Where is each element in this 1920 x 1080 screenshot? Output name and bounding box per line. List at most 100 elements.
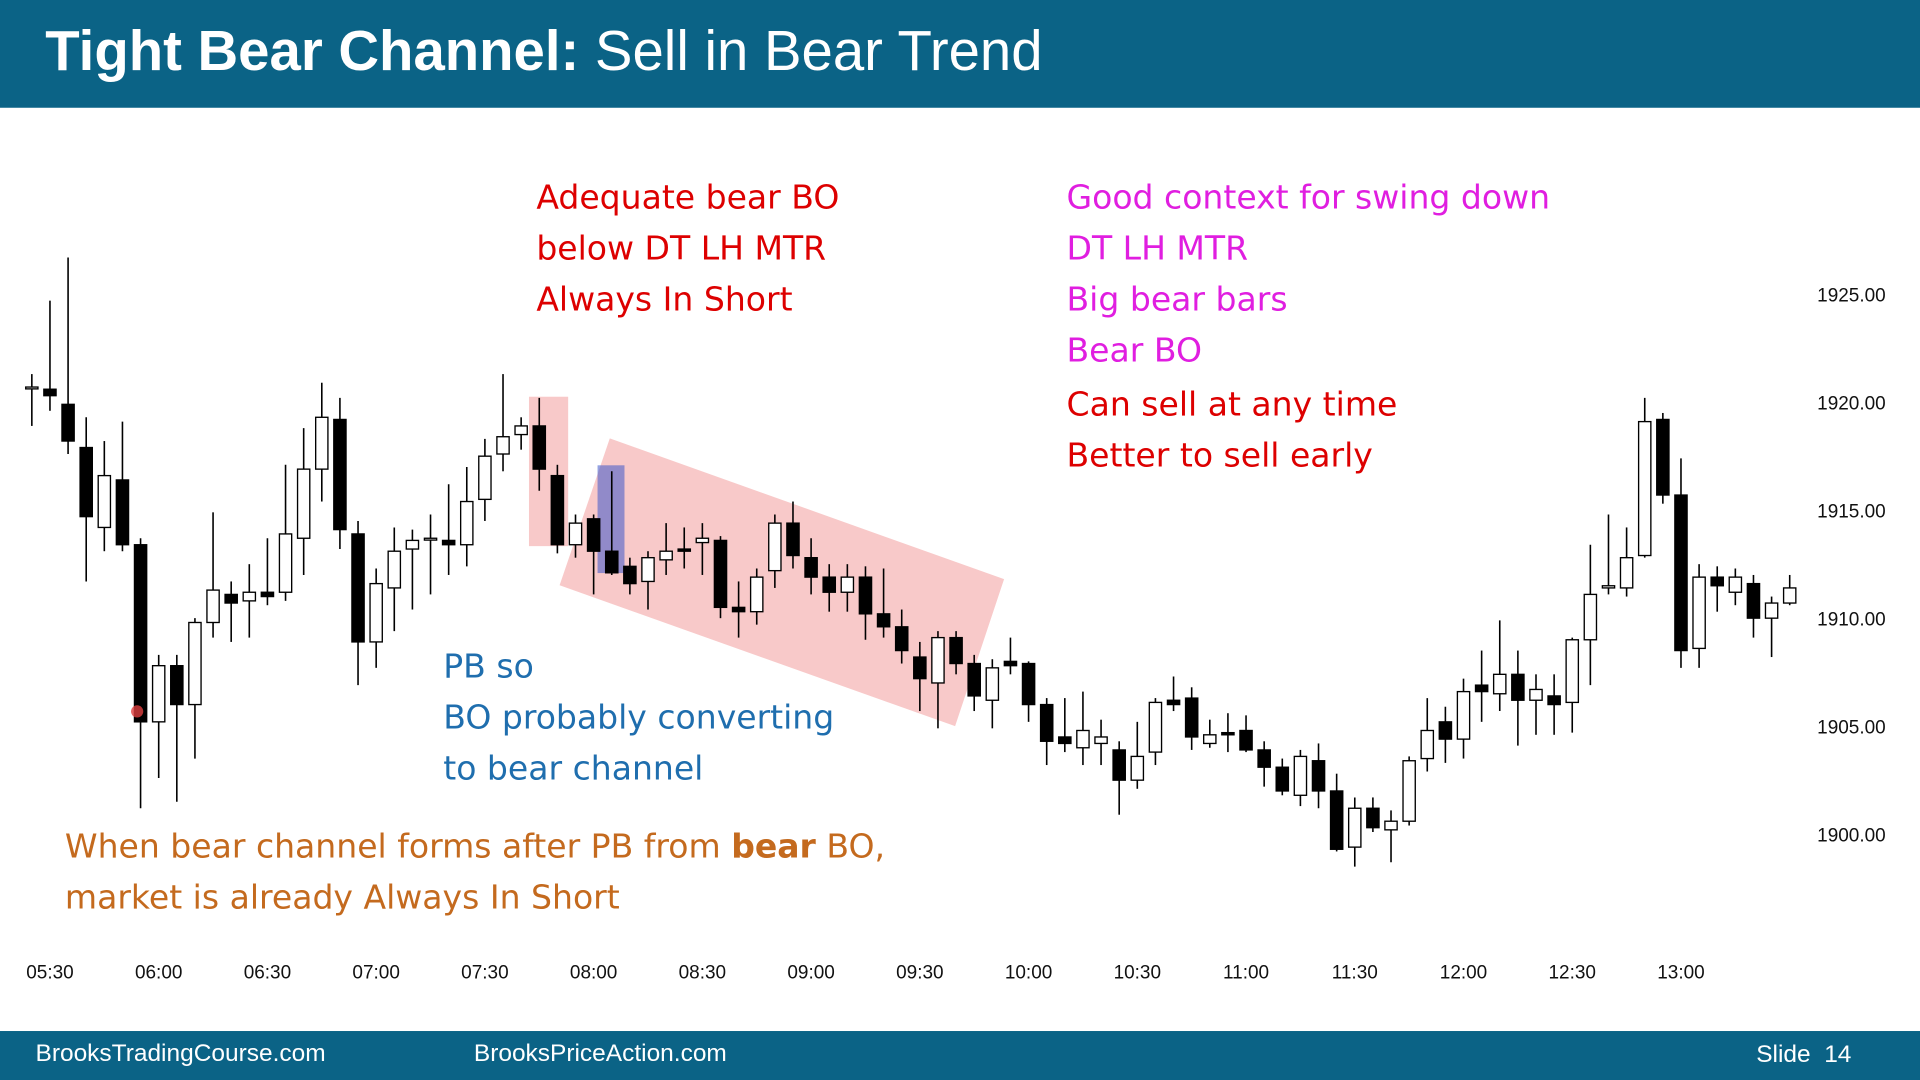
candle-body: [1565, 639, 1580, 704]
candle-body: [1619, 557, 1634, 589]
annotation-text: DT LH MTR: [1067, 228, 1249, 267]
candle-body: [713, 539, 728, 609]
candle-body: [351, 533, 365, 643]
candle-body: [532, 425, 547, 470]
candle-body: [804, 557, 818, 578]
header-bar: [0, 0, 1920, 108]
candle-body: [441, 539, 456, 546]
candle-body: [1130, 755, 1145, 781]
candle-body: [260, 591, 275, 598]
candle-body: [1039, 703, 1054, 742]
footer-left: BrooksTradingCourse.com: [36, 1040, 326, 1067]
cursor-dot: [131, 705, 144, 718]
candle-body: [822, 576, 837, 593]
title-bold: Tight Bear Channel:: [45, 19, 579, 82]
x-tick-label: 11:30: [1332, 962, 1378, 983]
candle-body: [1221, 731, 1235, 736]
annotation-text: Good context for swing down: [1067, 177, 1551, 216]
annotation-text: PB so: [443, 646, 534, 685]
candle-body: [568, 522, 583, 546]
annotation-line: Always In Short: [536, 279, 792, 318]
y-tick-label: 1925.00: [1817, 285, 1886, 306]
candle-body: [496, 436, 510, 455]
candle-body: [387, 550, 402, 589]
annotation-text: Always In Short: [536, 279, 792, 318]
candle-body: [296, 468, 311, 539]
annotation-text: BO probably converting: [443, 697, 834, 736]
candle-body: [333, 418, 347, 531]
annotation-line: Adequate bear BO: [536, 177, 839, 216]
candle-body: [1456, 690, 1471, 740]
candle-body: [423, 537, 438, 541]
candle-body: [749, 576, 764, 613]
x-tick-label: 08:00: [570, 962, 617, 983]
candle-body: [1148, 701, 1163, 753]
candle-body: [1329, 790, 1344, 850]
candle-body: [314, 416, 329, 470]
annotation-line: Good context for swing down: [1067, 177, 1551, 216]
candle-body: [1275, 766, 1290, 792]
candle-body: [1764, 602, 1779, 619]
candle-body: [405, 539, 420, 550]
candle-body: [1311, 760, 1326, 792]
candle-body: [1166, 699, 1181, 706]
x-tick-label: 13:00: [1657, 962, 1704, 983]
plot: 1900.00 1905.00 1910.00 1915.00 1920.00 1925.…: [25, 177, 1886, 983]
annotation-line: to bear channel: [443, 748, 703, 787]
candle-body: [1583, 593, 1598, 641]
x-tick-label: 08:30: [679, 962, 726, 983]
candle-body: [478, 455, 492, 501]
footer-middle: BrooksPriceAction.com: [474, 1040, 727, 1067]
slide-title: Tight Bear Channel: Sell in Bear Trend: [45, 19, 1042, 82]
annotation-line: Bear BO: [1067, 330, 1202, 369]
candle-body: [1347, 807, 1362, 848]
candle-body: [1710, 576, 1725, 587]
candle-body: [1384, 820, 1398, 831]
candle-body: [1257, 749, 1271, 768]
candle-body: [550, 474, 565, 546]
candle-body: [1474, 684, 1489, 693]
candle-body: [786, 522, 800, 557]
annotation-text: Big bear bars: [1067, 279, 1288, 318]
title-rest: Sell in Bear Trend: [579, 19, 1042, 82]
annotation-text: to bear channel: [443, 748, 703, 787]
x-tick-label: 09:30: [896, 962, 943, 983]
y-tick-label: 1915.00: [1817, 501, 1886, 522]
candle-body: [1728, 576, 1743, 593]
annotation-text: bear: [731, 826, 816, 865]
candle-body: [151, 665, 166, 723]
y-tick-label: 1905.00: [1817, 717, 1886, 738]
footer-bar: [0, 1031, 1920, 1080]
candle-body: [242, 591, 257, 602]
candle-body: [1112, 749, 1126, 781]
candle-body: [133, 544, 148, 723]
annotation-line: Big bear bars: [1067, 279, 1288, 318]
candle-body: [1656, 418, 1670, 496]
annotation-line: Can sell at any time: [1067, 384, 1398, 423]
candle-body: [278, 533, 293, 593]
annotation-text: BO,: [816, 826, 885, 865]
candle-body: [1021, 662, 1036, 706]
candle-body: [1203, 734, 1217, 745]
candle-body: [858, 576, 873, 615]
x-tick-label: 12:30: [1549, 962, 1596, 983]
annotation-line: market is already Always In Short: [65, 877, 620, 916]
candle-body: [43, 388, 57, 397]
candle-body: [1547, 695, 1561, 706]
annotation-text: Can sell at any time: [1067, 384, 1398, 423]
candle-body: [1420, 729, 1435, 760]
candle-body: [768, 522, 782, 572]
x-tick-label: 10:30: [1114, 962, 1161, 983]
candle-body: [695, 537, 710, 544]
y-tick-label: 1920.00: [1817, 393, 1886, 414]
candle-body: [641, 557, 655, 583]
x-tick-label: 09:00: [787, 962, 834, 983]
candle-body: [224, 593, 238, 604]
annotation-text: Adequate bear BO: [536, 177, 839, 216]
x-tick-label: 05:30: [26, 962, 73, 983]
candle-body: [97, 474, 112, 529]
candle-body: [170, 665, 184, 706]
candle-body: [1492, 673, 1507, 695]
annotation-line: Better to sell early: [1067, 435, 1373, 474]
candle-body: [677, 548, 692, 552]
